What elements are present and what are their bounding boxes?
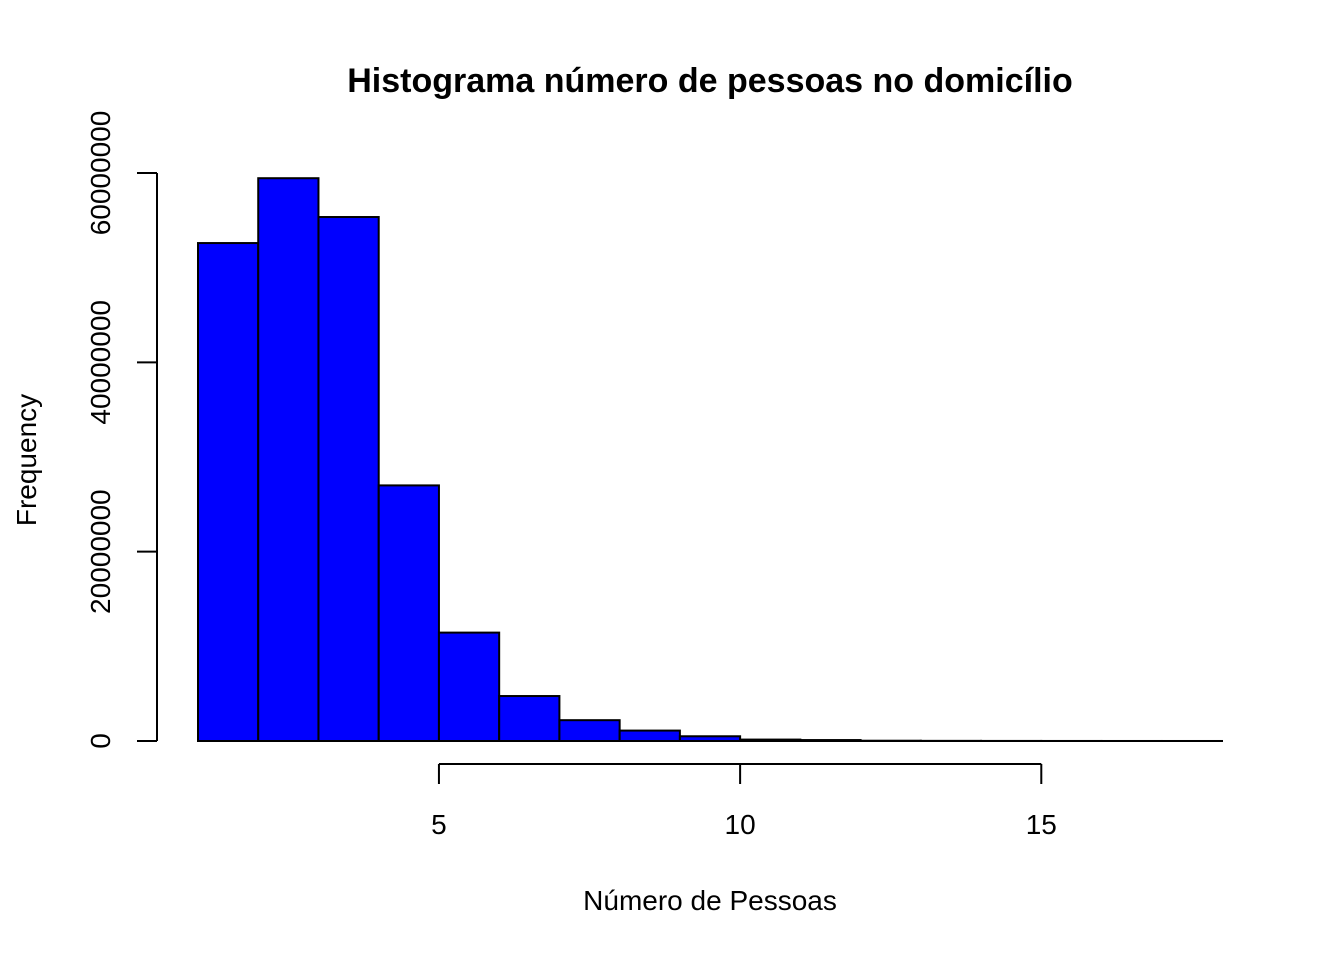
histogram-bar-7 [618,729,681,743]
histogram-bar-5 [498,695,561,742]
y-axis: 0 20000000 40000000 60000000 [85,111,158,749]
chart-title: Histograma número de pessoas no domicíli… [347,62,1073,100]
histogram-bar-1 [257,177,320,742]
histogram-bar-9 [739,738,802,743]
histogram-bar-6 [558,719,621,743]
y-tick-label-1: 20000000 [85,489,116,614]
y-tick-label-0: 0 [85,733,116,749]
x-tick-label-2: 15 [1026,809,1057,840]
x-axis: 5 10 15 [431,763,1057,840]
bars-group [197,177,1223,743]
x-axis-title: Número de Pessoas [583,885,837,916]
histogram-bar-0 [197,242,260,742]
histogram-bar-2 [317,216,380,742]
histogram-bar-10 [799,739,862,743]
y-tick-label-2: 40000000 [85,300,116,425]
y-axis-title: Frequency [11,394,42,526]
histogram-bar-8 [678,735,742,742]
x-tick-label-1: 10 [725,809,756,840]
histogram-bar-4 [437,631,501,743]
x-tick-label-0: 5 [431,809,447,840]
histogram-bar-3 [377,484,440,742]
y-tick-label-3: 60000000 [85,111,116,236]
